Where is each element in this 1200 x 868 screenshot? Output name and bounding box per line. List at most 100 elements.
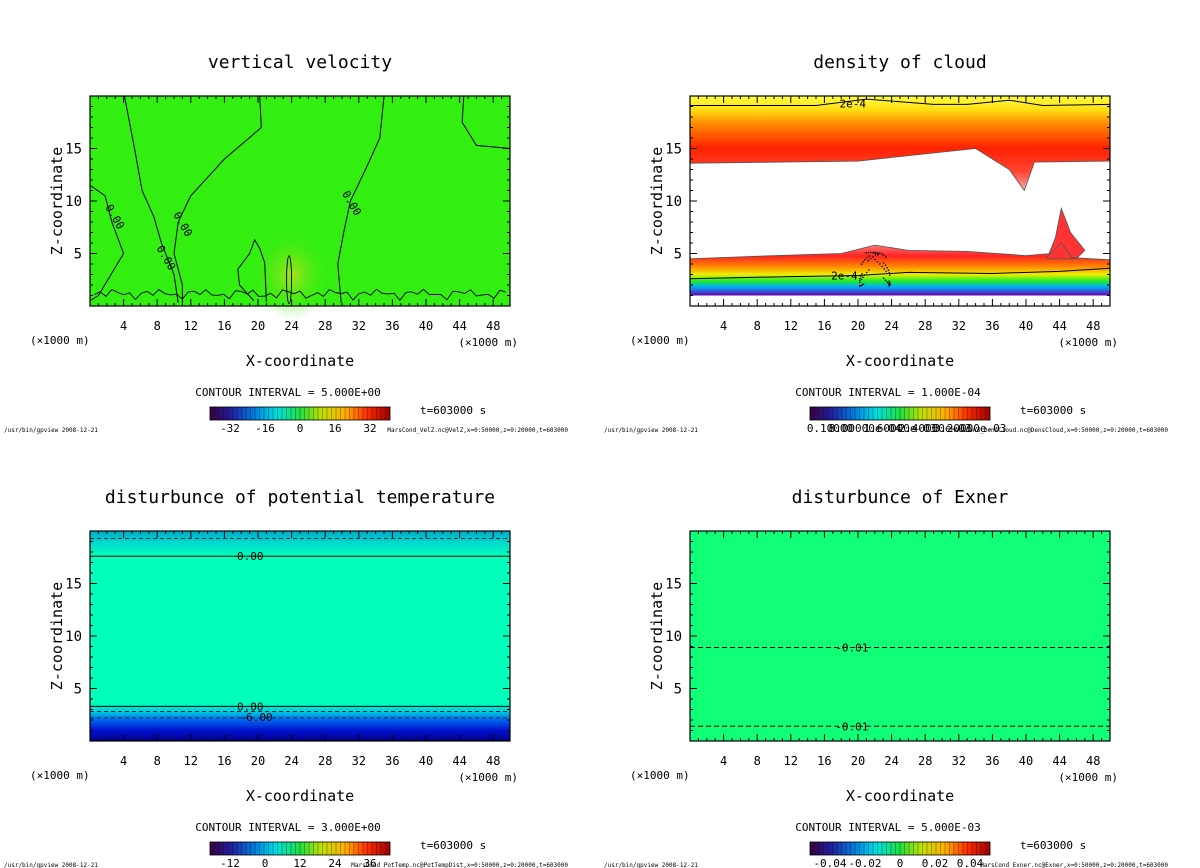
- noise-dot: [868, 269, 870, 271]
- time-label: t=603000 s: [1020, 839, 1086, 852]
- noise-dot: [882, 262, 885, 264]
- noise-dot: [874, 258, 876, 261]
- noise-dot: [874, 254, 877, 257]
- x-tick-label: 44: [1052, 754, 1066, 768]
- contour-label: 0.00: [237, 700, 264, 713]
- x-tick-label: 20: [251, 754, 265, 768]
- colorbar-tick-label: 0.04: [957, 857, 984, 868]
- x-tick-label: 4: [720, 754, 727, 768]
- noise-dot: [860, 278, 863, 281]
- contour-line: [123, 95, 179, 303]
- colorbar-tick-label: 24: [328, 857, 342, 868]
- noise-dot: [881, 265, 883, 268]
- contour-interval-text: CONTOUR INTERVAL = 1.000E-04: [795, 386, 981, 399]
- footer-left: /usr/bin/gpview 2008-12-21: [4, 862, 98, 868]
- colorbar-tick-label: 0: [897, 857, 904, 868]
- x-tick-label: 32: [952, 754, 966, 768]
- cloud-lower-layer: [690, 243, 1110, 296]
- x-tick-label: 40: [1019, 319, 1033, 333]
- noise-dot: [884, 264, 887, 267]
- noise-dot: [867, 251, 870, 254]
- noise-dot: [862, 283, 865, 285]
- y-axis-label: Z-coordinate: [648, 582, 666, 690]
- y-tick-label: 10: [65, 194, 82, 210]
- plot-area: [690, 531, 1110, 741]
- noise-dot: [882, 277, 885, 280]
- contour-line: [690, 98, 1111, 106]
- noise-dot: [885, 270, 887, 273]
- x-axis-label: X-coordinate: [846, 352, 954, 370]
- y-tick-label: 10: [665, 629, 682, 645]
- contour-line: [173, 95, 262, 303]
- y-tick-label: 5: [674, 247, 682, 263]
- colorbar-tick-label: 12: [293, 857, 306, 868]
- x-axis-label: X-coordinate: [846, 787, 954, 805]
- noise-dot: [886, 281, 888, 283]
- contour-interval-text: CONTOUR INTERVAL = 5.000E+00: [195, 386, 380, 399]
- exner-field: [690, 531, 1110, 741]
- noise-dot: [867, 259, 870, 262]
- colorbar-tick-label: 0.02: [922, 857, 949, 868]
- colorbar-tick-label: -0.02: [848, 857, 881, 868]
- contour-line: [337, 95, 385, 303]
- footer-right: MarsCond_VelZ.nc@VelZ,x=0:50000,z=0:2000…: [387, 427, 568, 434]
- x-tick-label: 24: [284, 754, 298, 768]
- y-axis-label: Z-coordinate: [648, 147, 666, 255]
- noise-dot: [872, 255, 874, 258]
- x-tick-label: 44: [452, 754, 466, 768]
- noise-dot: [883, 254, 885, 257]
- x-tick-label: 32: [952, 319, 966, 333]
- contour-label: -0.01: [835, 720, 868, 733]
- x-tick-label: 28: [918, 319, 932, 333]
- noise-dot: [865, 256, 868, 259]
- noise-dot: [862, 276, 864, 279]
- colorbar-tick-label: 8.00000e-04: [829, 422, 902, 435]
- y-axis-label: Z-coordinate: [48, 147, 66, 255]
- contour-line: [689, 148, 1111, 192]
- x-tick-label: 28: [318, 319, 332, 333]
- noise-dot: [861, 273, 863, 275]
- noise-dot: [868, 255, 870, 257]
- x-tick-label: 40: [419, 754, 433, 768]
- colorbar-tick-label: 3.20000e-03: [934, 422, 1007, 435]
- x-tick-label: 4: [120, 319, 127, 333]
- x-unit-right: (×1000 m): [1058, 336, 1118, 349]
- cloud-upper-layer: [690, 96, 1110, 191]
- x-tick-label: 4: [120, 754, 127, 768]
- x-tick-label: 24: [884, 319, 898, 333]
- x-tick-label: 4: [720, 319, 727, 333]
- x-tick-label: 8: [154, 319, 161, 333]
- noise-dot: [858, 281, 861, 283]
- x-unit-right: (×1000 m): [458, 771, 518, 784]
- x-tick-label: 36: [985, 754, 999, 768]
- x-axis-label: X-coordinate: [246, 787, 354, 805]
- y-tick-label: 5: [74, 247, 82, 263]
- colorbar-tick-label: 1.60000e-03: [864, 422, 937, 435]
- noise-dot: [865, 252, 867, 254]
- y-axis-label: Z-coordinate: [48, 582, 66, 690]
- contour-label: 2e-4: [831, 270, 858, 283]
- x-axis-label: X-coordinate: [246, 352, 354, 370]
- chart-title: disturbunce of potential temperature: [105, 487, 495, 508]
- plot-area: [90, 531, 510, 741]
- x-tick-label: 24: [884, 754, 898, 768]
- noise-dot: [860, 263, 863, 265]
- y-tick-label: 15: [65, 577, 82, 593]
- chart-panel-3: disturbunce of potential temperature 4 8 12…: [4, 487, 568, 868]
- x-tick-label: 48: [486, 319, 500, 333]
- contour-line: [286, 255, 293, 305]
- noise-dot: [876, 260, 879, 263]
- x-tick-label: 8: [754, 319, 761, 333]
- time-label: t=603000 s: [420, 404, 486, 417]
- footer-right: MarsCond_PotTemp.nc@PotTempDist,x=0:5000…: [351, 862, 568, 868]
- x-tick-label: 12: [184, 754, 198, 768]
- x-tick-label: 48: [1086, 319, 1100, 333]
- x-tick-label: 48: [486, 754, 500, 768]
- noise-dot: [888, 284, 890, 287]
- x-tick-label: 12: [784, 754, 798, 768]
- colorbar-tick-label: -12: [220, 857, 240, 868]
- y-tick-label: 15: [65, 142, 82, 158]
- noise-dot: [859, 277, 861, 280]
